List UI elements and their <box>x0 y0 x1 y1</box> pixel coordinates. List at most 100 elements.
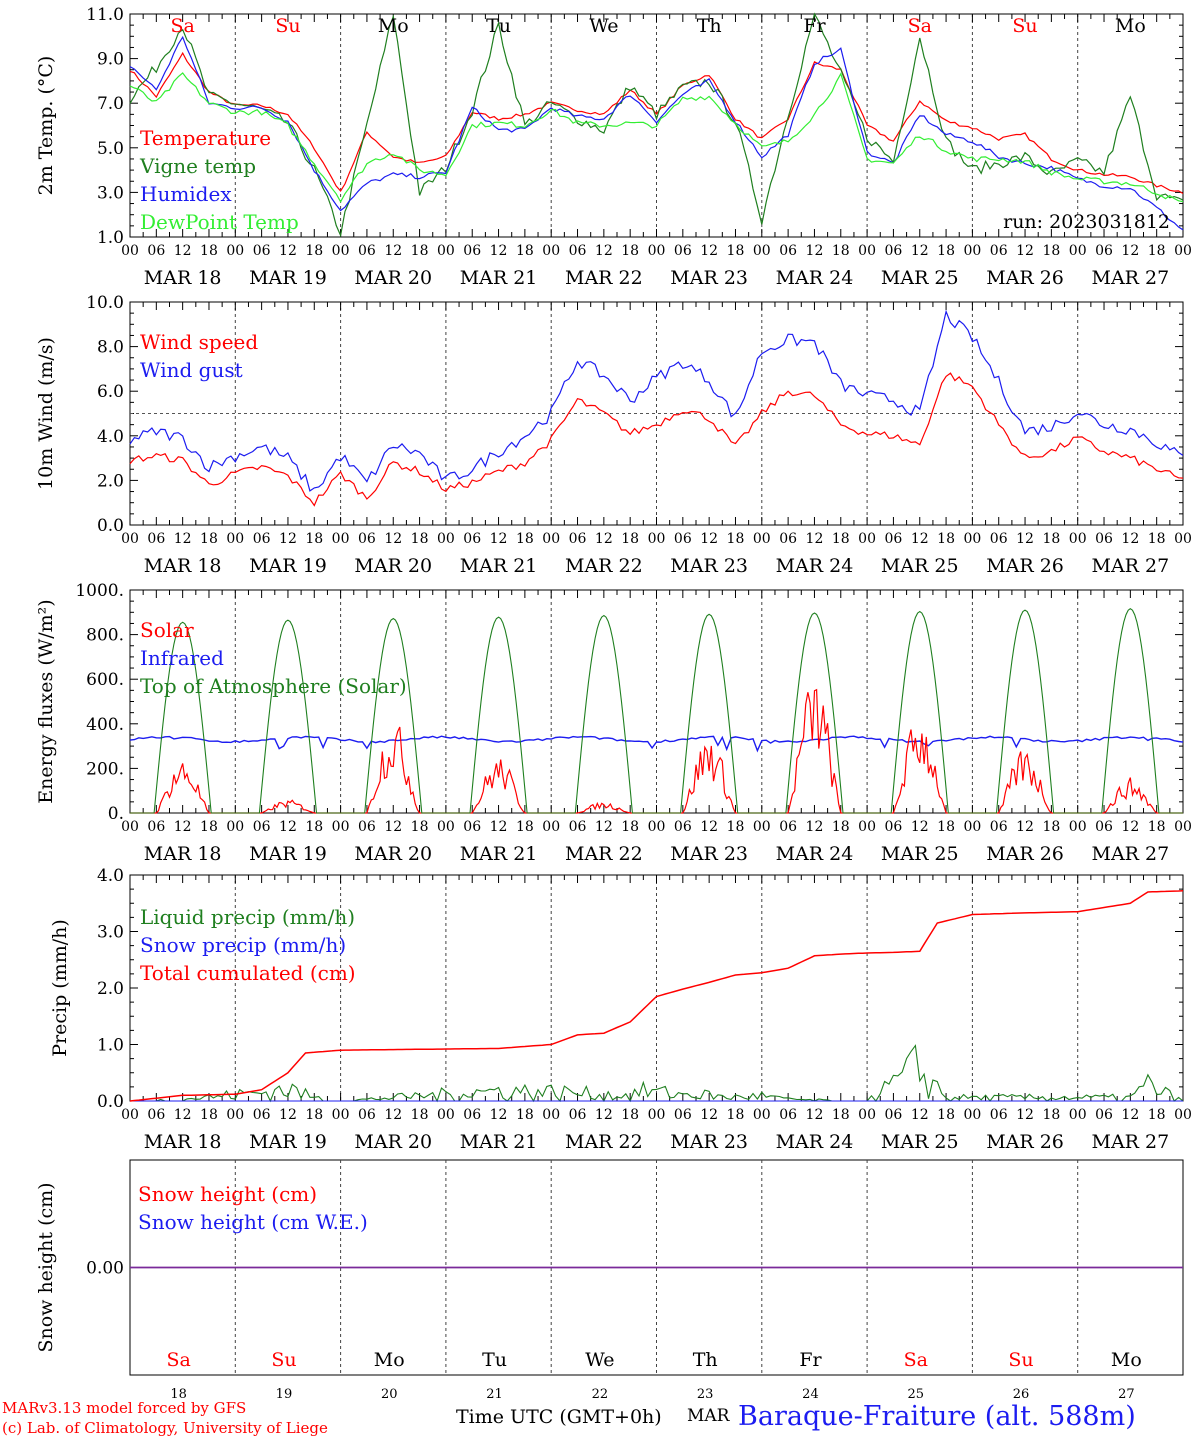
hour-tick-label: 06 <box>463 531 481 547</box>
series-line-vigne-temp <box>129 12 1184 238</box>
day-number-label: 18 <box>170 1387 187 1402</box>
hour-tick-label: 18 <box>411 243 429 259</box>
day-number-label: 23 <box>697 1387 714 1402</box>
date-label: MAR 21 <box>460 555 538 577</box>
hour-tick-label: 18 <box>937 531 955 547</box>
date-label: MAR 23 <box>670 843 748 865</box>
legend-entry: Snow precip (mm/h) <box>140 933 346 957</box>
hour-tick-label: 00 <box>226 1107 244 1123</box>
hour-tick-label: 06 <box>358 819 376 835</box>
y-tick-label: 10.0 <box>86 293 124 313</box>
hour-tick-label: 00 <box>1174 243 1192 259</box>
hour-tick-label: 12 <box>384 819 402 835</box>
hour-tick-label: 06 <box>463 1107 481 1123</box>
date-label: MAR 20 <box>354 1131 432 1153</box>
date-label: MAR 21 <box>460 267 538 289</box>
hour-tick-label: 00 <box>226 243 244 259</box>
day-name-label: Sa <box>170 15 194 37</box>
day-name-label: Su <box>271 1349 296 1371</box>
hour-tick-label: 06 <box>147 819 165 835</box>
hour-tick-label: 00 <box>648 531 666 547</box>
hour-tick-label: 06 <box>885 531 903 547</box>
hour-tick-label: 12 <box>1016 531 1034 547</box>
hour-tick-label: 18 <box>832 531 850 547</box>
series-line-temperature <box>129 51 1184 195</box>
hour-tick-label: 06 <box>674 819 692 835</box>
hour-tick-label: 06 <box>569 1107 587 1123</box>
date-label: MAR 25 <box>881 1131 959 1153</box>
hour-tick-label: 18 <box>411 819 429 835</box>
day-name-label: Mo <box>1115 15 1146 37</box>
day-name-label: Sa <box>166 1349 190 1371</box>
hour-tick-label: 00 <box>542 531 560 547</box>
series-line-total-cumulated <box>129 890 1184 1102</box>
month-label: MAR <box>687 1406 730 1426</box>
hour-tick-label: 00 <box>1069 819 1087 835</box>
y-tick-label: 7.0 <box>97 94 124 114</box>
hour-tick-label: 00 <box>858 531 876 547</box>
legend-entry: Temperature <box>140 126 271 150</box>
hour-tick-label: 06 <box>990 243 1008 259</box>
hour-tick-label: 00 <box>437 1107 455 1123</box>
y-tick-label: 200. <box>86 759 124 779</box>
date-label: MAR 26 <box>986 1131 1064 1153</box>
hour-tick-label: 06 <box>1095 819 1113 835</box>
hour-tick-label: 12 <box>490 1107 508 1123</box>
hour-tick-label: 12 <box>806 243 824 259</box>
hour-tick-label: 00 <box>648 819 666 835</box>
hour-tick-label: 12 <box>1121 531 1139 547</box>
y-tick-label: 9.0 <box>97 50 124 70</box>
hour-tick-label: 18 <box>1148 819 1166 835</box>
hour-tick-label: 12 <box>911 1107 929 1123</box>
day-number-label: 22 <box>592 1387 609 1402</box>
hour-tick-label: 06 <box>569 531 587 547</box>
hour-tick-label: 18 <box>621 531 639 547</box>
day-name-label: Sa <box>908 15 932 37</box>
date-label: MAR 19 <box>249 267 327 289</box>
hour-tick-label: 06 <box>674 243 692 259</box>
series-line-wind-speed <box>129 372 1184 507</box>
hour-tick-label: 00 <box>332 1107 350 1123</box>
date-label: MAR 22 <box>565 843 643 865</box>
day-name-label: We <box>585 1349 614 1371</box>
day-name-label: Su <box>1008 1349 1033 1371</box>
series-line-liquid-precip <box>130 1044 1184 1103</box>
hour-tick-label: 06 <box>779 531 797 547</box>
hour-tick-label: 12 <box>279 1107 297 1123</box>
hour-tick-label: 12 <box>595 531 613 547</box>
date-label: MAR 19 <box>249 555 327 577</box>
legend-entry: Liquid precip (mm/h) <box>140 905 355 929</box>
hour-tick-label: 12 <box>174 243 192 259</box>
y-tick-label: 400. <box>86 715 124 735</box>
hour-tick-label: 00 <box>753 243 771 259</box>
hour-tick-label: 06 <box>885 243 903 259</box>
y-tick-label: 4.0 <box>97 427 124 447</box>
hour-tick-label: 06 <box>885 1107 903 1123</box>
legend-entry: Snow height (cm W.E.) <box>138 1210 368 1234</box>
hour-tick-label: 00 <box>542 243 560 259</box>
hour-tick-label: 00 <box>1174 1107 1192 1123</box>
credit-line-2: (c) Lab. of Climatology, University of L… <box>2 1419 328 1437</box>
hour-tick-label: 06 <box>358 243 376 259</box>
y-tick-label: 6.0 <box>97 382 124 402</box>
hour-tick-label: 00 <box>121 1107 139 1123</box>
legend-entry: Total cumulated (cm) <box>140 961 356 985</box>
date-label: MAR 25 <box>881 843 959 865</box>
hour-tick-label: 06 <box>358 1107 376 1123</box>
hour-tick-label: 06 <box>779 1107 797 1123</box>
y-tick-label: 3.0 <box>97 923 124 943</box>
hour-tick-label: 12 <box>911 243 929 259</box>
hour-tick-label: 18 <box>516 819 534 835</box>
date-label: MAR 26 <box>986 843 1064 865</box>
hour-tick-label: 06 <box>990 819 1008 835</box>
y-axis-title: Energy fluxes (W/m²) <box>35 599 57 803</box>
hour-tick-label: 18 <box>411 1107 429 1123</box>
hour-tick-label: 00 <box>332 531 350 547</box>
hour-tick-label: 18 <box>727 531 745 547</box>
y-tick-label: 8.0 <box>97 338 124 358</box>
hour-tick-label: 12 <box>700 1107 718 1123</box>
date-label: MAR 27 <box>1091 555 1169 577</box>
hour-tick-label: 06 <box>463 819 481 835</box>
hour-tick-label: 12 <box>595 819 613 835</box>
y-tick-label: 2.0 <box>97 471 124 491</box>
